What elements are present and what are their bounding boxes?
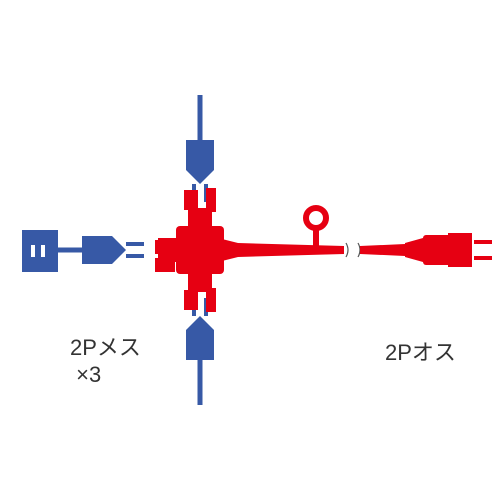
cable-right <box>360 244 405 256</box>
power-splitter-diagram <box>0 0 500 500</box>
plug-left <box>82 236 144 264</box>
label-male: 2Pオス <box>385 335 456 367</box>
cable-hub-right <box>218 238 344 262</box>
wall-outlet <box>22 230 58 272</box>
ring-icon <box>306 208 326 228</box>
label-female: 2Pメス ×3 <box>70 330 141 388</box>
